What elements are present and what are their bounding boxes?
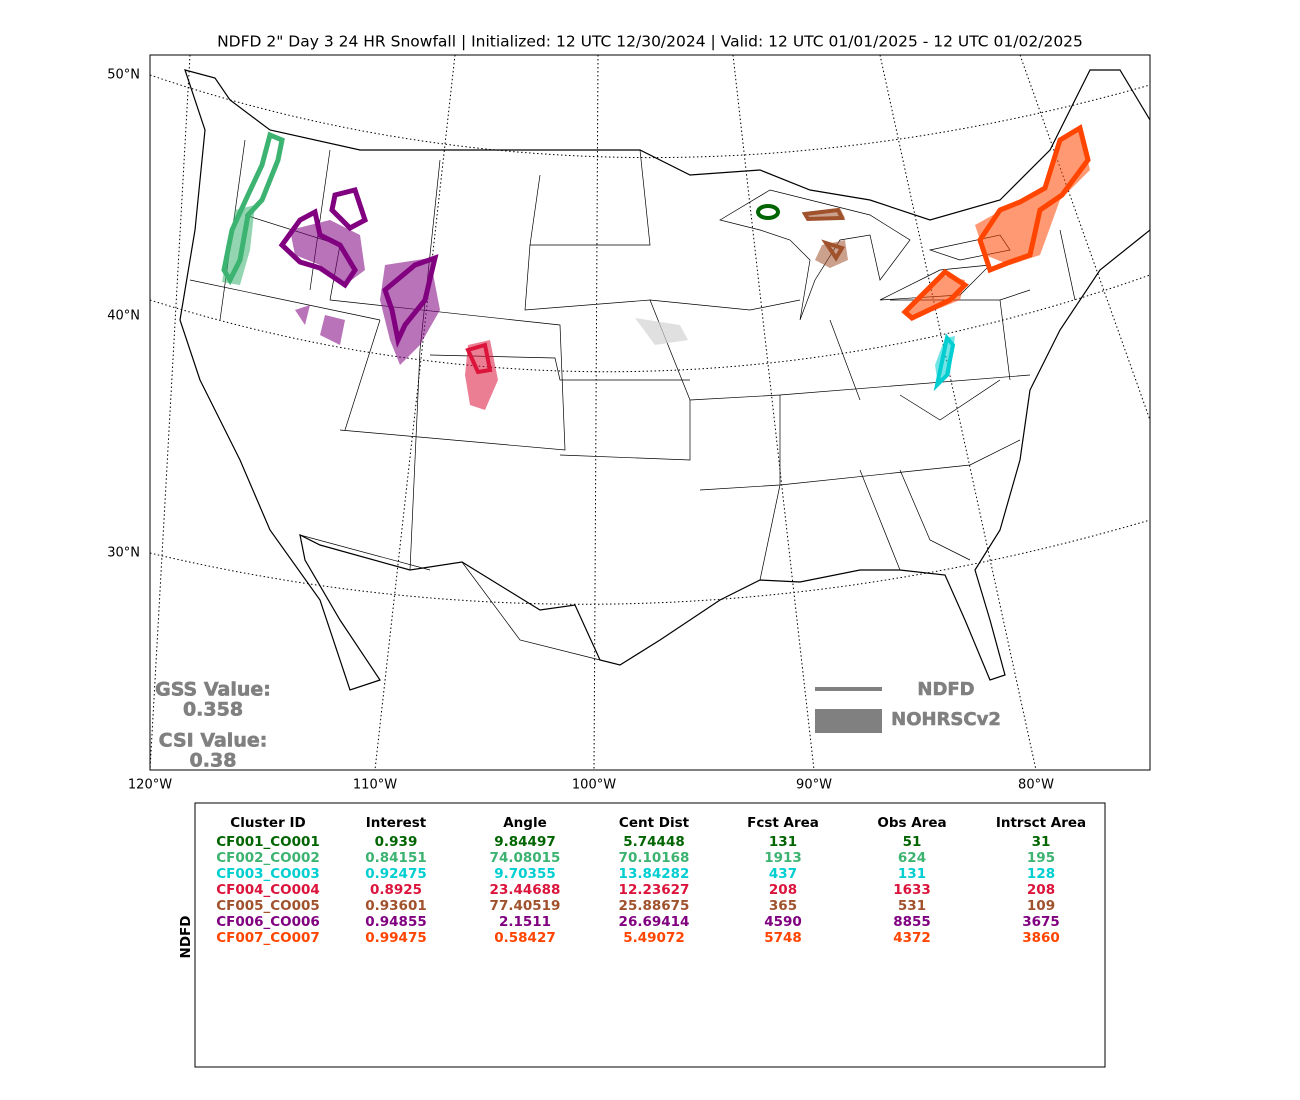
column-header: Cent Dist: [619, 815, 690, 831]
table-cell: 0.939: [375, 834, 418, 850]
table-cell: 25.88675: [619, 898, 690, 914]
column-header: Interest: [366, 815, 427, 831]
title: NDFD 2" Day 3 24 HR Snowfall | Initializ…: [217, 33, 1083, 51]
table-cell: 208: [769, 882, 797, 898]
table-cell: 1913: [764, 850, 802, 866]
table-cell: 31: [1032, 834, 1051, 850]
table-cell: 0.93601: [365, 898, 427, 914]
table-cell: CF006_CO006: [216, 914, 320, 930]
table-cell: 9.70355: [494, 866, 556, 882]
table-cell: CF004_CO004: [216, 882, 320, 898]
legend-label: NOHRSCv2: [891, 709, 1001, 730]
table-cell: 8855: [893, 914, 931, 930]
lon-label: 110°W: [353, 778, 397, 793]
table-cell: 3675: [1022, 914, 1060, 930]
table-cell: 1633: [893, 882, 931, 898]
column-header: Angle: [503, 815, 547, 831]
table-cell: 77.40519: [490, 898, 561, 914]
table-cell: 51: [903, 834, 922, 850]
table-cell: 4590: [764, 914, 802, 930]
table-cell: 26.69414: [619, 914, 690, 930]
table-cell: 208: [1027, 882, 1055, 898]
gss-value: 0.358: [183, 699, 243, 721]
table-cell: 195: [1027, 850, 1055, 866]
table-cell: 70.10168: [619, 850, 690, 866]
map-frame: [149, 54, 1151, 771]
table-cell: 131: [898, 866, 926, 882]
table-cell: CF005_CO005: [216, 898, 320, 914]
legend-label: NDFD: [917, 679, 974, 700]
lon-label: 120°W: [128, 778, 172, 793]
lat-label: 30°N: [107, 546, 140, 561]
stats-table: NDFD Cluster ID Interest Angle Cent Dist Fcs…: [178, 802, 1106, 1068]
lon-label: 90°W: [796, 778, 832, 793]
table-cell: 3860: [1022, 930, 1060, 946]
table-cell: 0.8925: [370, 882, 422, 898]
table-cell: 365: [769, 898, 797, 914]
gss-label: GSS Value:: [155, 679, 271, 701]
lon-label: 80°W: [1018, 778, 1054, 793]
table-cell: 0.84151: [365, 850, 427, 866]
obs-cluster: [635, 318, 688, 345]
map: 50°N 40°N 30°N 120°W 110°W 100°W 90°W 80…: [107, 54, 1151, 793]
column-header: Obs Area: [877, 815, 946, 831]
table-cell: 437: [769, 866, 797, 882]
table-cell: 4372: [893, 930, 931, 946]
table-cell: CF002_CO002: [216, 850, 320, 866]
table-cell: CF007_CO007: [216, 930, 320, 946]
table-cell: 23.44688: [490, 882, 561, 898]
table-cell: 12.23627: [619, 882, 690, 898]
table-cell: CF003_CO003: [216, 866, 320, 882]
lat-label: 40°N: [107, 309, 140, 324]
lat-label: 50°N: [107, 68, 140, 83]
table-cell: 0.92475: [365, 866, 427, 882]
table-cell: CF001_CO001: [216, 834, 320, 850]
column-header: Fcst Area: [747, 815, 819, 831]
table-cell: 131: [769, 834, 797, 850]
table-cell: 531: [898, 898, 926, 914]
legend-patch: [815, 709, 882, 733]
fcst-cluster: [933, 333, 956, 392]
csi-label: CSI Value:: [159, 730, 268, 752]
fcst-cluster: [901, 124, 1091, 321]
fcst-cluster: [756, 204, 780, 220]
clusters: [221, 124, 1091, 410]
table-side-label: NDFD: [178, 916, 194, 959]
table-cell: 128: [1027, 866, 1055, 882]
table-cell: 2.1511: [499, 914, 551, 930]
table-cell: 74.08015: [490, 850, 561, 866]
table-cell: 5748: [764, 930, 802, 946]
table-cell: 5.74448: [623, 834, 685, 850]
table-cell: 5.49072: [623, 930, 685, 946]
column-header: Cluster ID: [230, 815, 305, 831]
table-cell: 109: [1027, 898, 1055, 914]
table-cell: 13.84282: [619, 866, 690, 882]
table-cell: 0.58427: [494, 930, 556, 946]
table-frame: [194, 802, 1106, 1068]
table-cell: 9.84497: [494, 834, 556, 850]
table-cell: 0.94855: [365, 914, 427, 930]
table-cell: 624: [898, 850, 926, 866]
table-cell: 0.99475: [365, 930, 427, 946]
column-header: Intrsct Area: [996, 815, 1086, 831]
fcst-cluster: [465, 342, 493, 375]
fcst-cluster: [221, 131, 285, 286]
csi-value: 0.38: [190, 750, 237, 772]
fcst-cluster: [801, 207, 846, 262]
fcst-cluster: [278, 187, 439, 348]
obs-cluster: [905, 130, 1090, 318]
lon-label: 100°W: [572, 778, 616, 793]
